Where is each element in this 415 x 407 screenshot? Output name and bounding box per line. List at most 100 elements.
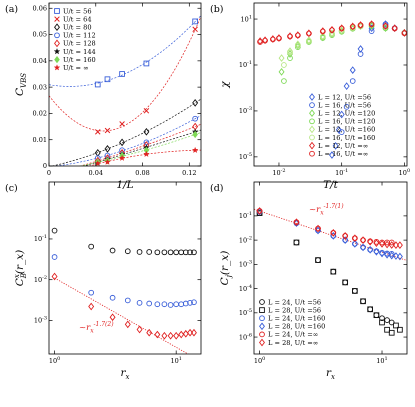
data-point bbox=[182, 329, 189, 338]
legend-label: L = 28, U/t =∞ bbox=[268, 339, 318, 347]
data-point bbox=[154, 301, 161, 308]
data-point bbox=[281, 62, 287, 68]
data-point bbox=[161, 331, 168, 340]
legend-marker bbox=[259, 307, 265, 313]
panel-label: (c) bbox=[5, 183, 18, 194]
data-point bbox=[51, 272, 58, 281]
data-point bbox=[382, 25, 389, 32]
data-point bbox=[293, 239, 300, 246]
data-point bbox=[379, 319, 385, 326]
data-point bbox=[351, 234, 358, 243]
legend-marker bbox=[309, 141, 315, 150]
series-l-24-u-t- bbox=[256, 208, 395, 246]
data-point bbox=[136, 249, 143, 255]
y-tick-label: 101 bbox=[241, 14, 252, 23]
panel-label: (d) bbox=[210, 183, 224, 194]
axes-frame bbox=[253, 181, 408, 355]
y-tick-label: 10-1 bbox=[239, 60, 252, 69]
data-point bbox=[192, 99, 199, 107]
data-point bbox=[167, 302, 174, 308]
legend-marker bbox=[54, 55, 60, 64]
data-point bbox=[182, 249, 189, 256]
y-axis-label: CBx(r_x) bbox=[13, 250, 28, 287]
data-point bbox=[330, 268, 337, 275]
data-point bbox=[287, 49, 293, 56]
y-tick-label: 10-5 bbox=[239, 152, 252, 161]
data-point bbox=[392, 252, 399, 260]
data-point bbox=[95, 129, 101, 135]
data-point bbox=[154, 249, 161, 256]
data-point bbox=[287, 50, 293, 58]
data-point bbox=[338, 25, 345, 32]
data-point bbox=[178, 249, 185, 256]
data-point bbox=[360, 298, 366, 305]
data-point bbox=[338, 110, 345, 119]
data-point bbox=[287, 47, 293, 56]
legend-marker bbox=[54, 39, 60, 48]
data-point bbox=[146, 328, 153, 337]
data-point bbox=[94, 159, 102, 166]
y-tick-label: 0 bbox=[43, 162, 47, 170]
series-u-t-56 bbox=[94, 18, 199, 88]
power-law-annotation: ~rx-1.7(2) bbox=[79, 321, 114, 335]
data-point bbox=[191, 146, 199, 154]
data-point bbox=[278, 54, 285, 62]
data-point bbox=[276, 35, 282, 42]
data-point bbox=[136, 325, 143, 334]
data-point bbox=[182, 300, 189, 307]
legend-marker bbox=[259, 322, 265, 331]
data-point bbox=[349, 66, 356, 74]
fit-line bbox=[50, 98, 201, 166]
data-point bbox=[373, 312, 380, 319]
data-point bbox=[342, 279, 349, 286]
data-point bbox=[357, 21, 364, 29]
x-axis-label: 1/L bbox=[116, 179, 133, 191]
data-point bbox=[306, 30, 312, 37]
data-point bbox=[173, 249, 180, 256]
data-point bbox=[109, 247, 116, 254]
data-point bbox=[294, 41, 301, 50]
x-axis-label: rx bbox=[326, 367, 335, 381]
data-point bbox=[357, 51, 364, 57]
data-point bbox=[360, 298, 366, 305]
data-point bbox=[104, 145, 111, 153]
legend-label: L = 24, U/t =∞ bbox=[268, 331, 318, 339]
data-point bbox=[368, 23, 375, 29]
series-l-24-u-t-160 bbox=[256, 208, 395, 257]
y-tick-label: 0.05 bbox=[33, 31, 47, 39]
data-point bbox=[270, 36, 276, 43]
data-point bbox=[94, 81, 101, 88]
data-point bbox=[146, 300, 153, 307]
legend-marker bbox=[309, 102, 315, 108]
y-tick-label: 10-1 bbox=[239, 211, 252, 220]
data-point bbox=[143, 150, 150, 157]
panel-b: 10-2 10-1 100 10-5 10-3 10-1 101 (b) T/t χ L = 12,… bbox=[210, 2, 410, 191]
data-point bbox=[161, 301, 168, 308]
data-point bbox=[154, 330, 161, 339]
data-point bbox=[293, 218, 300, 227]
plot-area bbox=[257, 20, 407, 159]
legend-marker bbox=[54, 32, 60, 39]
data-point bbox=[293, 219, 300, 228]
fit-line bbox=[53, 115, 201, 166]
data-point bbox=[330, 268, 337, 275]
data-point bbox=[382, 22, 389, 30]
legend: L = 24, U/t =56L = 28, U/t =56L = 24, U/… bbox=[259, 298, 325, 347]
data-point bbox=[88, 243, 95, 250]
axes-frame bbox=[253, 2, 408, 167]
legend-label: U/t = 160 bbox=[63, 56, 96, 64]
x-tick-label: 10-1 bbox=[335, 168, 348, 177]
data-point bbox=[342, 231, 349, 240]
data-point bbox=[143, 108, 150, 114]
legend-label: L = 16, U/t =56 bbox=[318, 101, 371, 109]
legend-label: U/t = 128 bbox=[63, 40, 96, 48]
data-point bbox=[319, 28, 326, 35]
data-point bbox=[379, 240, 385, 248]
data-point bbox=[349, 23, 356, 32]
y-tick-label: 10-2 bbox=[34, 275, 47, 284]
series-l-16-u-t- bbox=[257, 21, 407, 45]
data-point bbox=[262, 37, 268, 44]
fit-line bbox=[79, 123, 201, 166]
legend-marker bbox=[309, 150, 315, 157]
